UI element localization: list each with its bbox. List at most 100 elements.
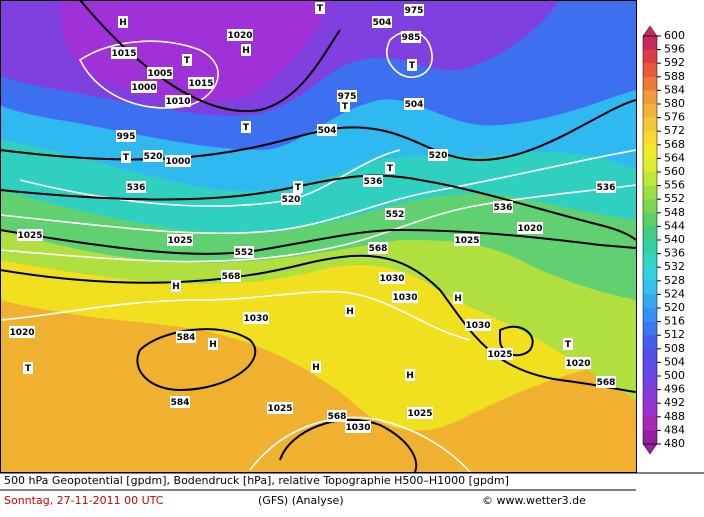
colorbar-tick-label: 484 — [664, 423, 685, 436]
map-label: 975 — [405, 6, 424, 16]
map-label: 1025 — [267, 404, 292, 414]
colorbar-swatch — [643, 49, 657, 64]
colorbar-tick-label: 584 — [664, 83, 685, 96]
map-label: 975 — [338, 92, 357, 102]
colorbar-tick-label: 544 — [664, 219, 685, 232]
map-label: T — [123, 153, 130, 163]
colorbar-swatch — [643, 104, 657, 119]
colorbar-swatch — [643, 131, 657, 146]
map-label-box — [428, 149, 448, 161]
map-label-box — [340, 100, 350, 112]
map-label: T — [317, 4, 324, 14]
map-label: 1030 — [345, 423, 370, 433]
colorbar-swatch — [643, 321, 657, 336]
colorbar-swatch — [643, 240, 657, 255]
map-label: 552 — [235, 248, 254, 258]
colorbar: 6005965925885845805765725685645605565525… — [642, 25, 685, 455]
colorbar-tick-label: 588 — [664, 70, 685, 83]
map-label: 1000 — [131, 83, 156, 93]
map-label: H — [119, 18, 127, 28]
map-label: H — [242, 46, 250, 56]
map-label: 1005 — [147, 69, 172, 79]
map-label: 1020 — [227, 31, 252, 41]
colorbar-swatch — [643, 185, 657, 200]
map-label-box — [407, 407, 433, 419]
map-label-box — [281, 193, 301, 205]
map-label-box — [337, 90, 357, 102]
map-label: 1000 — [165, 157, 190, 167]
map-label-box — [327, 410, 347, 422]
map-label-box — [182, 54, 192, 66]
map-label: T — [409, 61, 416, 71]
map-label: 1015 — [188, 79, 213, 89]
colorbar-tick-label: 492 — [664, 396, 685, 409]
colorbar-swatch — [643, 212, 657, 227]
colorbar-swatch — [643, 335, 657, 350]
map-label: 504 — [405, 100, 424, 110]
map-label: 536 — [597, 183, 616, 193]
footer-credit: © www.wetter3.de — [482, 494, 586, 507]
map-label: T — [342, 102, 349, 112]
map-label: T — [387, 164, 394, 174]
map-label: 1030 — [465, 321, 490, 331]
map-label-box — [188, 77, 214, 89]
map-label-box — [596, 376, 616, 388]
colorbar-tick-label: 488 — [664, 410, 685, 423]
map-label: 1030 — [379, 274, 404, 284]
colorbar-tick-label: 600 — [664, 29, 685, 42]
colorbar-tick-label: 564 — [664, 151, 685, 164]
map-label: H — [172, 282, 180, 292]
map-label-box — [385, 208, 405, 220]
map-label: 1025 — [407, 409, 432, 419]
colorbar-tick-label: 504 — [664, 355, 685, 368]
footer-date: Sonntag, 27-11-2011 00 UTC — [4, 494, 164, 507]
colorbar-tick-label: 496 — [664, 383, 685, 396]
map-label: H — [312, 363, 320, 373]
map-label-box — [493, 201, 513, 213]
map-label-box — [372, 16, 392, 28]
colorbar-swatch — [643, 158, 657, 173]
colorbar-swatch — [643, 294, 657, 309]
colorbar-tick-label: 572 — [664, 124, 685, 137]
height-contours — [0, 0, 636, 472]
map-label-box — [363, 175, 383, 187]
map-label: T — [243, 123, 250, 133]
map-label: 995 — [117, 132, 136, 142]
map-label: T — [295, 183, 302, 193]
colorbar-swatch — [643, 90, 657, 105]
map-label-box — [315, 2, 325, 14]
map-label-box — [23, 362, 33, 374]
map-label: 504 — [373, 18, 392, 28]
map-label-box — [385, 162, 395, 174]
map-label: 584 — [171, 398, 190, 408]
map-label-box — [404, 4, 424, 16]
map-label-box — [221, 270, 241, 282]
map-label: 568 — [369, 244, 388, 254]
map-label-box — [407, 59, 417, 71]
map-label: 568 — [597, 378, 616, 388]
colorbar-tick-label: 516 — [664, 315, 685, 328]
map-label: T — [25, 364, 32, 374]
map-label-box — [517, 222, 543, 234]
colorbar-tick-label: 524 — [664, 287, 685, 300]
colorbar-swatch — [643, 389, 657, 404]
map-label-box — [208, 338, 218, 350]
colorbar-tick-label: 532 — [664, 260, 685, 273]
map-label-box — [131, 81, 157, 93]
map-label-box — [345, 421, 371, 433]
colorbar-swatch — [643, 403, 657, 418]
colorbar-swatch — [643, 172, 657, 187]
map-label-box — [234, 246, 254, 258]
map-label-box — [311, 361, 321, 373]
colorbar-swatch — [643, 117, 657, 132]
map-label-box — [565, 357, 591, 369]
map-label-box — [147, 67, 173, 79]
map-label-box — [596, 181, 616, 193]
colorbar-swatch — [643, 226, 657, 241]
colorbar-tick-label: 536 — [664, 247, 685, 260]
map-label-box — [404, 98, 424, 110]
map-label: 1020 — [517, 224, 542, 234]
map-label-box — [267, 402, 293, 414]
colorbar-swatch — [643, 199, 657, 214]
colorbar-swatch — [643, 416, 657, 431]
